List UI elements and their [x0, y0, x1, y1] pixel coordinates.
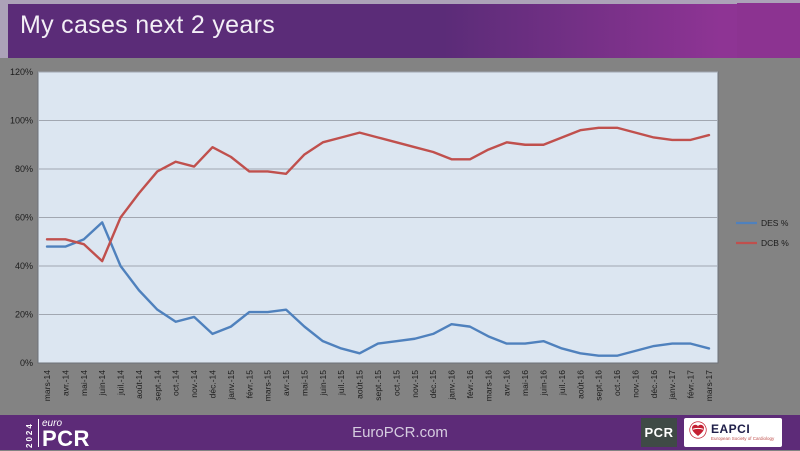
x-tick-label: janv.-17	[667, 370, 677, 401]
x-tick-label: juin-15	[318, 370, 328, 397]
x-tick-label: févr.-17	[686, 370, 696, 399]
header-bar	[8, 4, 800, 58]
x-tick-label: juin-16	[539, 370, 549, 397]
x-tick-label: mai-16	[520, 370, 530, 396]
x-tick-label: oct.-15	[391, 370, 401, 396]
x-tick-label: mars-15	[263, 370, 273, 401]
x-tick-label: nov.-15	[410, 370, 420, 398]
europcr-2024-logo: 2024 euro PCR	[25, 417, 90, 451]
x-tick-label: mai-15	[299, 370, 309, 396]
x-tick-label: févr.-16	[465, 370, 475, 399]
x-tick-label: juin-14	[97, 370, 107, 397]
x-tick-label: oct.-16	[612, 370, 622, 396]
chart-area: 0% 20% 40% 60% 80% 100% 120% mars-14 avr.-14 mai-…	[0, 58, 800, 415]
x-tick-label: janv.-16	[447, 370, 457, 401]
x-tick-label: sept.-15	[373, 370, 383, 401]
eapci-logo: EAPCI European Society of Cardiology	[684, 418, 782, 447]
y-tick-label: 20%	[15, 310, 33, 320]
x-tick-label: nov.-16	[630, 370, 640, 398]
y-tick-label: 80%	[15, 164, 33, 174]
dcb-series-line	[45, 126, 711, 263]
eapci-label: EAPCI	[711, 422, 751, 437]
europcr-url: EuroPCR.com	[352, 424, 448, 441]
partner-logos: PCR EAPCI European Society of Cardiology	[641, 418, 782, 447]
y-tick-label: 40%	[15, 261, 33, 271]
y-tick-label: 0%	[20, 358, 33, 368]
x-tick-label: déc.-16	[649, 370, 659, 399]
x-tick-label: juil.-14	[116, 370, 126, 396]
y-tick-label: 120%	[10, 67, 33, 77]
logo-euro-text: euro	[42, 417, 63, 429]
x-tick-label: nov.-14	[189, 370, 199, 398]
logo-divider	[38, 419, 39, 447]
x-tick-label: mai-14	[79, 370, 89, 396]
slide-header: My cases next 2 years	[0, 0, 800, 58]
y-tick-label: 60%	[15, 213, 33, 223]
header-accent-block	[737, 3, 800, 58]
x-tick-label: avr.-14	[60, 370, 70, 396]
des-series-line	[45, 221, 711, 357]
logo-pcr-text: PCR	[42, 425, 90, 451]
x-tick-label: août-14	[134, 370, 144, 399]
x-tick-label: déc.-14	[208, 370, 218, 399]
x-tick-label: août-16	[575, 370, 585, 399]
heart-icon	[689, 421, 707, 444]
pcr-logo: PCR	[641, 418, 677, 447]
x-tick-label: mars-17	[704, 370, 714, 401]
x-tick-label: avr.-16	[502, 370, 512, 396]
eapci-subtitle: European Society of Cardiology	[711, 436, 775, 442]
legend-label: DCB %	[761, 238, 789, 248]
x-tick-label: janv.-15	[226, 370, 236, 401]
x-tick-label: mars-16	[483, 370, 493, 401]
x-tick-label: févr.-15	[244, 370, 254, 399]
legend-label: DES %	[761, 218, 789, 228]
x-tick-label: août-15	[355, 370, 365, 399]
x-tick-label: déc.-15	[428, 370, 438, 399]
cases-line-chart: 0% 20% 40% 60% 80% 100% 120% mars-14 avr.-14 mai-…	[10, 67, 789, 401]
x-tick-label: mars-14	[42, 370, 52, 401]
x-tick-label: juil.-15	[336, 370, 346, 396]
page-title: My cases next 2 years	[20, 11, 276, 39]
x-tick-label: avr.-15	[281, 370, 291, 396]
y-tick-label: 100%	[10, 116, 33, 126]
slide-footer: 2024 euro PCR EuroPCR.com PCR EAPCI Euro…	[0, 415, 800, 450]
x-tick-label: juil.-16	[557, 370, 567, 396]
x-tick-label: sept.-16	[594, 370, 604, 401]
x-tick-label: sept.-14	[152, 370, 162, 401]
x-tick-label: oct.-14	[171, 370, 181, 396]
